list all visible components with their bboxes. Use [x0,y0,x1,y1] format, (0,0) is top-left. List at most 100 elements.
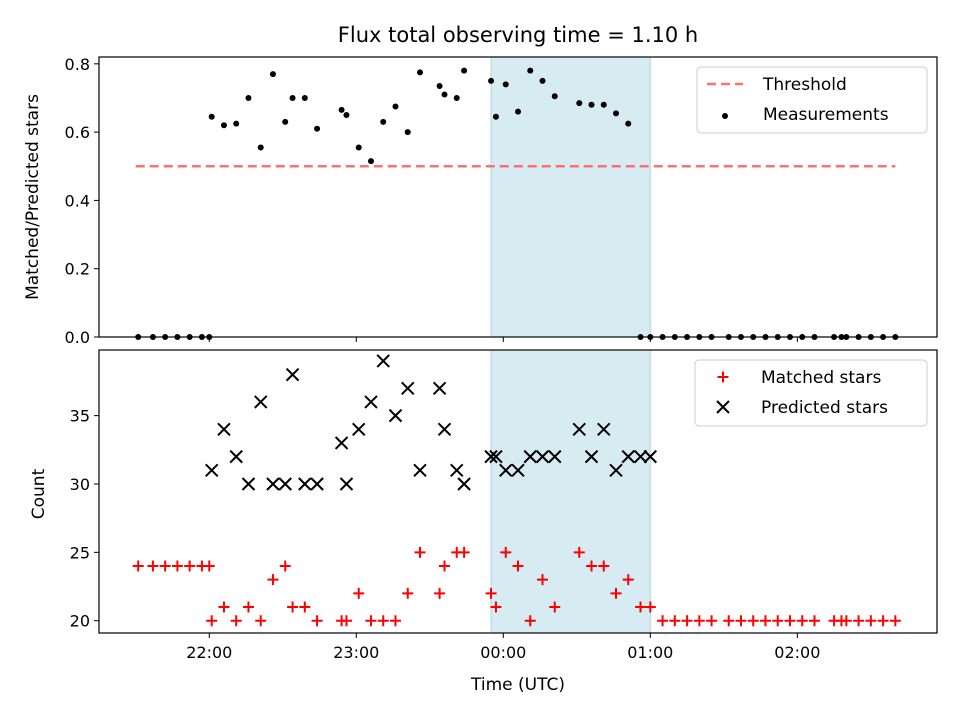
predicted-marker [621,449,635,464]
predicted-marker [572,422,586,437]
measurement-point [289,94,296,101]
matched-marker [598,560,610,572]
legend-matched-key [717,371,729,383]
y-tick-label: 0.6 [65,123,90,142]
predicted-marker [413,463,427,478]
measurement-point [461,67,468,74]
matched-marker [759,615,771,627]
x-tick-label: 22:00 [186,643,232,662]
y-tick-label: 0.0 [65,328,90,347]
legend-predicted-key [716,400,730,414]
predicted-marker [334,436,349,450]
predicted-marker [609,463,623,478]
matched-marker [747,615,759,627]
matched-marker [573,546,585,558]
measurement-point [576,100,583,107]
measurement-point [220,122,227,129]
matched-marker [889,615,901,627]
measurement-point [367,158,374,165]
measurement-point [625,120,632,127]
matched-marker [808,615,820,627]
y-tick-label: 0.2 [65,260,90,279]
matched-marker [434,587,446,599]
predicted-marker [643,449,658,464]
predicted-marker [450,463,464,478]
matched-marker [853,615,865,627]
matched-marker [524,615,536,627]
predicted-marker [584,449,599,464]
matched-marker [255,615,267,627]
y-tick-label: 30 [70,475,90,494]
x-axis-label: Time (UTC) [470,675,565,695]
matched-marker [512,560,524,572]
axes-frame [98,56,938,338]
predicted-marker [266,477,280,491]
matched-marker [458,546,470,558]
legend-label: Predicted stars [761,398,888,418]
measurement-point [355,144,362,151]
predicted-marker [298,477,312,491]
predicted-marker [352,422,366,437]
measurement-point [380,118,387,125]
matched-marker [279,560,291,572]
measurement-point [338,106,345,113]
measurement-point [282,118,289,125]
matched-marker [796,615,808,627]
legend-label: Matched stars [761,368,881,388]
matched-marker [723,615,735,627]
legend: Threshold Measurements [696,66,928,134]
y-tick-label: 25 [70,543,90,562]
predicted-marker [523,449,537,464]
matched-marker [586,560,598,572]
matched-marker [622,574,634,586]
matched-marker [365,615,377,627]
predicted-marker [511,463,525,478]
measurement-point [233,120,240,127]
measurement-point [551,93,558,100]
matched-marker [706,615,718,627]
x-tick-label: 02:00 [774,643,820,662]
legend: Matched stars Predicted stars [694,359,928,427]
y-tick-label: 0.4 [65,191,90,210]
measurement-point [392,103,399,110]
matched-marker [549,601,561,613]
measurement-point [208,113,215,120]
y-tick-label: 35 [70,407,90,426]
measurement-point [441,91,448,98]
measurement-point [343,112,350,119]
measurement-point [404,129,411,136]
measurement-point [600,101,607,108]
measurement-point [492,113,499,120]
measurement-point [269,71,276,78]
matched-marker [669,615,681,627]
matched-marker [438,560,450,572]
predicted-marker [364,395,378,409]
matched-marker [537,574,549,586]
matched-marker [657,615,669,627]
measurement-point [502,81,509,88]
predicted-marker [278,477,292,491]
matched-marker [377,615,389,627]
matched-marker [414,546,426,558]
predicted-marker [241,477,256,491]
matched-marker [402,587,414,599]
measurement-point [257,144,264,151]
matched-marker [877,615,889,627]
matched-marker [267,574,279,586]
predicted-marker [339,477,354,491]
highlight-span [490,56,651,338]
x-tick-label: 23:00 [333,643,379,662]
predicted-marker [376,354,390,368]
predicted-marker [499,463,513,478]
measurement-point [588,101,595,108]
predicted-marker [432,381,447,395]
matched-marker [299,601,311,613]
y-axis-label-bottom: Count [29,468,49,519]
x-tick-label: 01:00 [627,643,673,662]
predicted-marker [254,395,268,409]
predicted-marker [535,449,550,464]
matched-marker [184,560,196,572]
matched-marker [340,615,352,627]
matched-marker [242,601,254,613]
predicted-marker [388,408,403,423]
